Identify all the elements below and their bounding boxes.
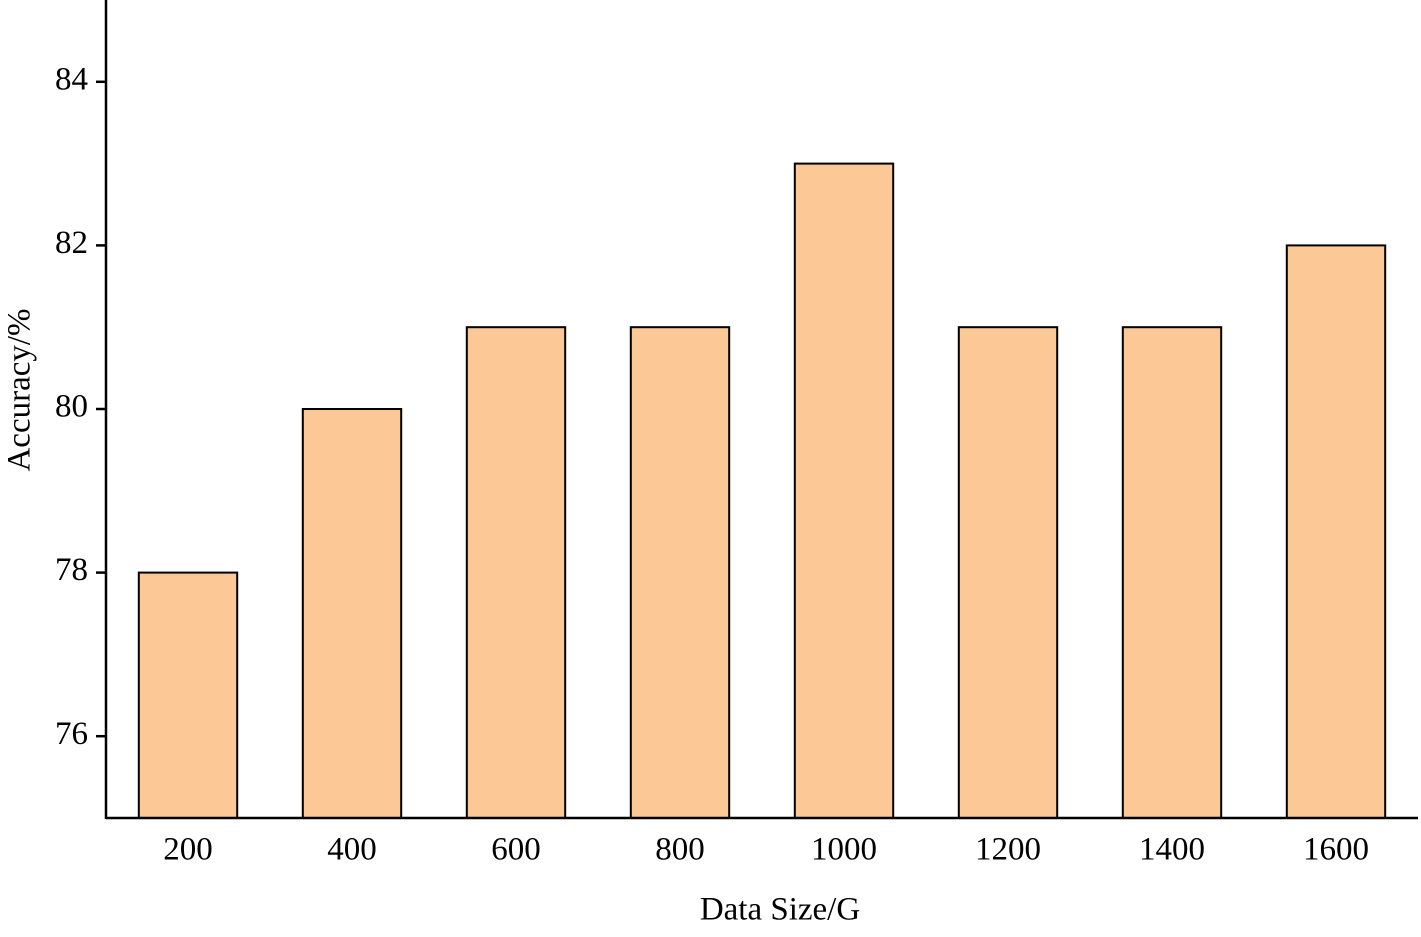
y-tick-label: 78 [55, 552, 88, 588]
x-tick-label: 200 [163, 832, 213, 868]
y-tick-label: 84 [55, 61, 88, 97]
y-tick-label: 82 [55, 225, 88, 261]
x-axis-title: Data Size/G [700, 892, 860, 928]
bar [629, 326, 731, 819]
bar [465, 326, 567, 819]
x-tick-label: 1000 [811, 832, 877, 868]
x-tick-label: 800 [655, 832, 705, 868]
bar [301, 408, 403, 819]
x-tick-label: 1600 [1303, 832, 1369, 868]
bar [793, 162, 895, 820]
x-tick-label: 600 [491, 832, 541, 868]
bar [957, 326, 1059, 819]
y-tick-label: 80 [55, 389, 88, 425]
bar [1285, 244, 1387, 819]
bar [1121, 326, 1223, 819]
y-axis-title: Accuracy/% [2, 308, 38, 471]
bar [137, 571, 239, 819]
x-tick-label: 1400 [1139, 832, 1205, 868]
x-tick-label: 400 [327, 832, 377, 868]
y-tick-label: 76 [55, 716, 88, 752]
x-tick-label: 1200 [975, 832, 1041, 868]
